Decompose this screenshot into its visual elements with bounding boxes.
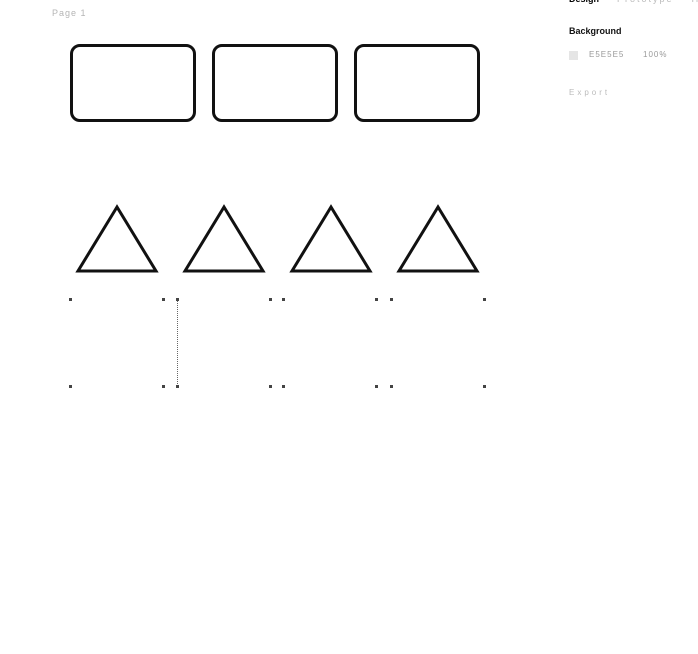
export-section[interactable]: Export — [569, 88, 611, 97]
background-section-title: Background — [569, 26, 622, 36]
background-opacity-input[interactable]: 100% — [643, 50, 668, 59]
corner-handle — [162, 385, 165, 388]
corner-handle — [390, 298, 393, 301]
inspector-tabs: Design Prototype Inspect — [569, 0, 698, 4]
corner-handle — [390, 385, 393, 388]
corner-handle — [483, 298, 486, 301]
dotted-edge — [177, 300, 178, 386]
page-label[interactable]: Page 1 — [52, 8, 87, 18]
rounded-rectangle-2[interactable] — [212, 44, 338, 122]
canvas[interactable]: Page 1 — [0, 0, 560, 654]
tab-prototype[interactable]: Prototype — [617, 0, 674, 4]
corner-handle — [176, 385, 179, 388]
corner-handle — [69, 385, 72, 388]
triangles-layer — [75, 204, 480, 273]
empty-frame-2[interactable] — [176, 298, 272, 388]
corner-handle — [162, 298, 165, 301]
corner-handle — [69, 298, 72, 301]
corner-handle — [269, 385, 272, 388]
color-swatch[interactable] — [569, 51, 578, 60]
rounded-rectangle-1[interactable] — [70, 44, 196, 122]
background-fill-row[interactable]: E5E5E5 100% — [569, 50, 694, 62]
triangle-4[interactable] — [396, 204, 480, 273]
corner-handle — [375, 298, 378, 301]
rounded-rectangle-3[interactable] — [354, 44, 480, 122]
triangle-2[interactable] — [182, 204, 266, 273]
corner-handle — [282, 385, 285, 388]
tab-inspect[interactable]: Inspect — [692, 0, 698, 4]
empty-frame-3[interactable] — [282, 298, 378, 388]
corner-handle — [282, 298, 285, 301]
corner-handle — [176, 298, 179, 301]
corner-handle — [483, 385, 486, 388]
corner-handle — [375, 385, 378, 388]
triangle-3[interactable] — [289, 204, 373, 273]
tab-design[interactable]: Design — [569, 0, 599, 4]
corner-handle — [269, 298, 272, 301]
triangle-1[interactable] — [75, 204, 159, 273]
inspector-panel: Design Prototype Inspect Background E5E5… — [560, 0, 698, 654]
empty-frame-1[interactable] — [69, 298, 165, 388]
empty-frame-4[interactable] — [390, 298, 486, 388]
background-hex-input[interactable]: E5E5E5 — [589, 50, 625, 59]
